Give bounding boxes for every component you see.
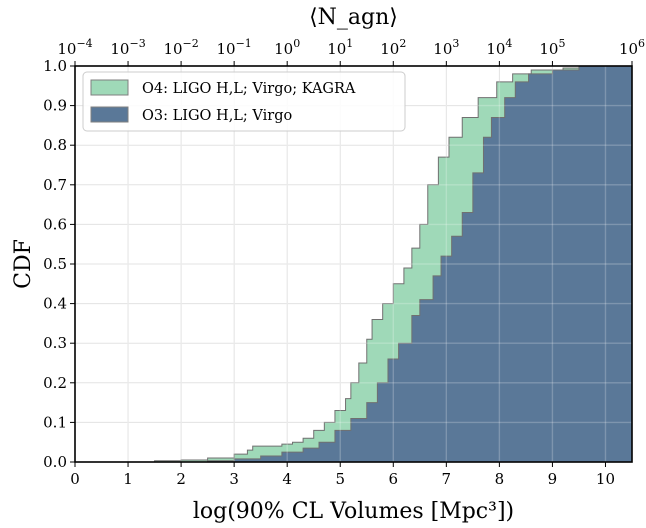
y-tick-label: 1.0 <box>43 57 67 75</box>
y-tick-label: 0.0 <box>43 453 67 471</box>
x-tick-label: 0 <box>70 470 80 488</box>
x-tick-label: 10 <box>596 470 615 488</box>
x-tick-label: 9 <box>548 470 558 488</box>
top-tick-label: 10−4 <box>57 37 92 58</box>
legend-swatch-o4 <box>90 79 129 96</box>
series-areas <box>75 65 633 463</box>
y-tick-label: 0.2 <box>43 374 67 392</box>
plot-frame <box>74 65 633 463</box>
legend-box <box>82 71 406 132</box>
legend: O4: LIGO H,L; Virgo; KAGRA O3: LIGO H,L;… <box>82 71 406 132</box>
top-tick-label: 103 <box>433 37 459 58</box>
y-tick-label: 0.1 <box>43 413 67 431</box>
top-axis-label: ⟨N_agn⟩ <box>309 5 398 30</box>
top-tick-label: 100 <box>274 37 300 58</box>
top-tick-label: 104 <box>486 37 512 58</box>
legend-label-o3: O3: LIGO H,L; Virgo <box>142 108 292 124</box>
x-tick-label: 7 <box>442 470 452 488</box>
x-tick-label: 1 <box>123 470 133 488</box>
axis-ticks: 0 1 2 3 4 5 6 7 8 9 10 0.0 0.1 0.2 0.3 0.4 0.5 0.6 0.7 0.8 0… <box>43 37 645 488</box>
x-tick-label: 3 <box>229 470 239 488</box>
top-tick-label: 10−2 <box>163 37 198 58</box>
y-tick-label: 0.5 <box>43 255 67 273</box>
y-axis-label: CDF <box>11 239 36 289</box>
top-tick-label: 101 <box>327 37 353 58</box>
x-axis-label: log(90% CL Volumes [Mpc³]) <box>193 499 514 524</box>
y-tick-label: 0.6 <box>43 215 67 233</box>
y-tick-label: 0.7 <box>43 176 67 194</box>
y-tick-label: 0.3 <box>43 334 67 352</box>
top-tick-label: 106 <box>619 37 645 58</box>
legend-swatch-o3 <box>90 106 129 123</box>
x-tick-label: 2 <box>176 470 186 488</box>
area-series-1 <box>75 65 633 463</box>
x-tick-label: 6 <box>389 470 399 488</box>
x-tick-label: 8 <box>495 470 505 488</box>
top-tick-label: 10−3 <box>110 37 145 58</box>
top-tick-label: 105 <box>539 37 565 58</box>
x-tick-label: 5 <box>335 470 345 488</box>
y-tick-label: 0.8 <box>43 136 67 154</box>
y-tick-label: 0.9 <box>43 97 67 115</box>
top-tick-label: 102 <box>380 37 406 58</box>
top-tick-label: 10−1 <box>216 37 251 58</box>
x-tick-label: 4 <box>282 470 292 488</box>
y-tick-label: 0.4 <box>43 295 67 313</box>
legend-label-o4: O4: LIGO H,L; Virgo; KAGRA <box>142 81 356 97</box>
